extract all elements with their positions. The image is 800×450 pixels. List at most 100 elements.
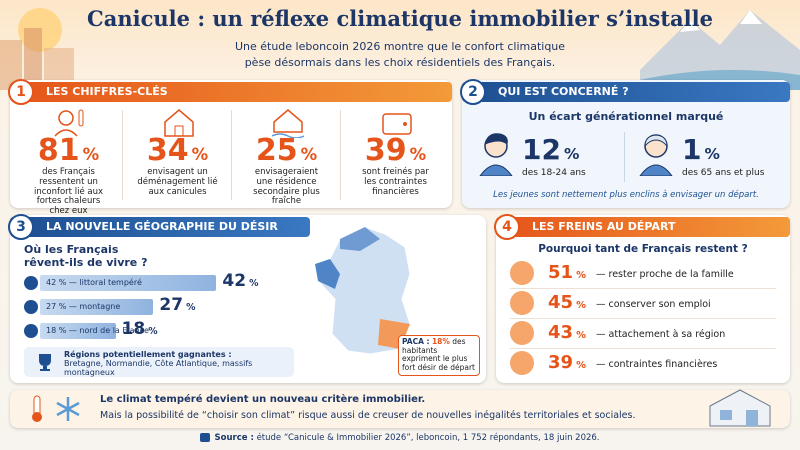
section-header: 1 LES CHIFFRES-CLÉS [8,79,452,105]
section-number: 1 [8,79,34,105]
value: 27 [159,295,184,315]
divider [510,348,776,349]
unit: % [82,145,100,164]
stat-value: 25% [234,136,339,166]
unit: % [148,326,158,337]
stat-value: 12% [522,136,579,164]
value: 12 [522,133,561,166]
source-label: Source : [214,433,254,443]
unit: % [191,145,209,164]
item-label: — rester proche de la famille [596,269,734,280]
value: 25 [255,133,298,168]
bar [40,323,116,339]
unit: % [576,360,586,371]
stat-text: sont freinés par les contraintes financi… [362,167,429,197]
divider [510,318,776,319]
unit: % [300,145,318,164]
question-line: rêvent-ils de vivre ? [24,256,148,270]
footer-panel: Le climat tempéré devient un nouveau cri… [10,389,790,428]
divider [122,110,123,200]
unit: % [576,300,586,311]
icon [50,106,90,142]
subtitle: pèse désormais dans les choix résidentie… [244,56,556,69]
item-icon [510,261,534,285]
bar-label: 27 % — montagne [46,302,121,311]
item-icon [510,321,534,345]
bar-icon [24,300,38,314]
footer-lead: Le climat tempéré devient un nouveau cri… [100,394,426,405]
bar [40,299,154,315]
stat-value: 34% [125,136,230,166]
group-label: des 65 ans et plus [682,168,765,178]
value: 1 [682,133,702,166]
paca-text: des habitants [402,337,466,355]
stat-value: 27% [159,297,195,314]
question: Où les Français rêvent-ils de vivre ? [24,243,147,269]
icon [268,106,308,142]
concerned-panel: 2 QUI EST CONCERNÉ ? Un écart génération… [460,79,790,208]
title: Canicule : un réflexe climatique immobil… [87,6,713,31]
stat-value: 43% [548,324,586,342]
bar-icon [24,324,38,338]
item-icon [510,351,534,375]
stat-text: envisageraient une résidence secondaire … [253,167,320,207]
footer-text: Mais la possibilité de “choisir son clim… [100,410,636,421]
stat-value: 1% [682,136,720,164]
bar-icon [24,276,38,290]
section-number: 4 [494,214,520,240]
geography-panel: 3 LA NOUVELLE GÉOGRAPHIE DU DÉSIR CLIMAT… [8,214,486,383]
stat-value: 45% [548,294,586,312]
key-figures-panel: 1 LES CHIFFRES-CLÉS 81% des Français ress… [8,79,452,216]
unit: % [563,145,580,163]
source: Source : étude “Canicule & Immobilier 20… [0,433,800,443]
regions-title: Régions potentiellement gagnantes : [64,350,232,359]
stat-value: 81% [16,136,121,166]
divider [510,288,776,289]
value: 51 [548,262,574,283]
person-icon [636,130,676,180]
divider [340,110,341,200]
value: 39 [548,352,574,373]
paca-title: PACA : [402,337,430,346]
unit: % [576,270,586,281]
regions-box: Régions potentiellement gagnantes : Bret… [24,347,294,377]
brakes-panel: 4 LES FREINS AU DÉPART Pourquoi tant de … [494,214,790,383]
house-illustration [709,389,771,427]
stat-value: 51% [548,264,586,282]
value: 34 [146,133,189,168]
value: 43 [548,322,574,343]
section-title: LES CHIFFRES-CLÉS [46,85,168,98]
value: 18 [121,319,146,339]
source-icon [200,433,211,442]
stat-text: des Français ressentent un inconfort lié… [33,167,103,217]
item-label: — conserver son emploi [596,299,711,310]
value: 39 [364,133,407,168]
value: 81 [37,133,80,168]
bar [40,275,217,291]
paca-callout: PACA : 18% des habitants expriment le pl… [398,335,480,376]
climate-icons [32,395,80,422]
bar-label: 42 % — littoral tempéré [46,278,142,287]
stat-value: 18% [122,321,158,338]
trophy-icon [39,354,51,371]
divider [624,132,625,182]
section-number: 3 [8,214,34,240]
section-subtitle: Un écart générationnel marqué [528,110,724,123]
unit: % [186,302,196,313]
bar-label: 18 % — nord de la France [46,326,149,335]
source-text: étude “Canicule & Immobilier 2026”, lebo… [256,433,600,443]
paca-unit: % [442,337,450,346]
section-header: 2 QUI EST CONCERNÉ ? [460,79,790,105]
stat-text: envisagent un déménagement lié aux canic… [137,167,218,197]
icon [159,106,199,142]
stat-value: 39% [548,354,586,372]
section-header: 3 LA NOUVELLE GÉOGRAPHIE DU DÉSIR CLIMAT… [8,214,310,253]
section-title: LES FREINS AU DÉPART [532,220,676,233]
value: 42 [222,271,247,291]
item-label: — contraintes financières [596,359,718,370]
paca-value: 18 [431,337,443,346]
regions: Bretagne, Normandie, Côte Atlantique, ma… [64,359,253,377]
unit: % [249,278,259,289]
group-label: des 18-24 ans [522,168,586,178]
